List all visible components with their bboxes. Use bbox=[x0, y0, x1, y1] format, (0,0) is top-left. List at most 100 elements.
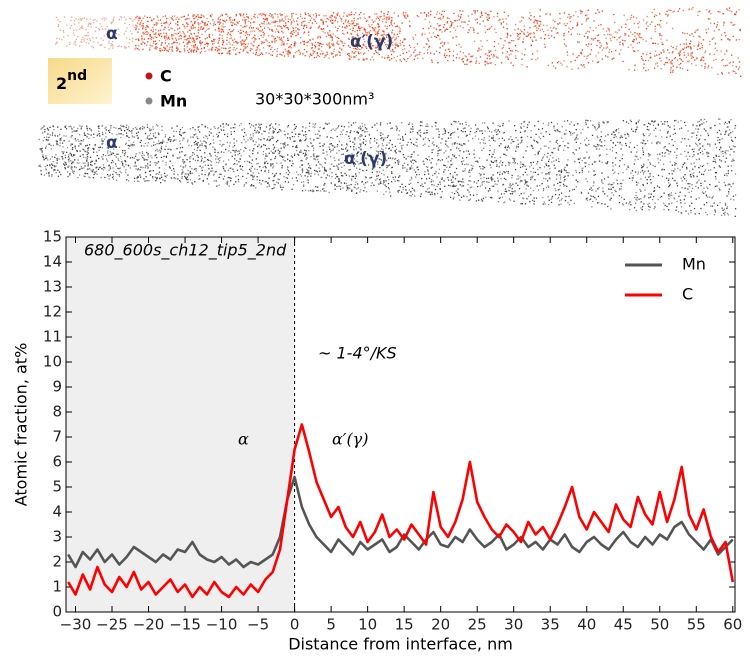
atom-dot bbox=[39, 164, 41, 166]
atom-dot bbox=[268, 22, 270, 24]
atom-dot bbox=[441, 41, 443, 43]
atom-dot bbox=[581, 159, 583, 162]
atom-dot bbox=[230, 16, 232, 19]
atom-dot bbox=[167, 37, 170, 39]
atom-dot bbox=[216, 185, 218, 187]
atom-dot bbox=[691, 202, 693, 204]
atom-dot bbox=[727, 38, 729, 40]
atom-dot bbox=[354, 183, 356, 186]
atom-dot bbox=[112, 178, 115, 180]
atom-dot bbox=[478, 62, 480, 64]
atom-dot bbox=[58, 158, 60, 160]
atom-dot bbox=[233, 130, 235, 133]
atom-dot bbox=[168, 48, 170, 50]
atom-dot bbox=[297, 28, 299, 30]
atom-dot bbox=[284, 16, 286, 18]
atom-dot bbox=[188, 51, 190, 54]
atom-dot bbox=[193, 168, 196, 170]
atom-dot bbox=[336, 152, 338, 154]
atom-dot bbox=[524, 165, 526, 167]
atom-dot bbox=[525, 35, 527, 37]
atom-dot bbox=[302, 181, 305, 183]
atom-dot bbox=[137, 176, 140, 178]
atom-dot bbox=[325, 35, 328, 38]
atom-dot bbox=[426, 123, 428, 125]
atom-dot bbox=[359, 191, 361, 193]
atom-dot bbox=[540, 37, 542, 39]
atom-dot bbox=[192, 152, 194, 154]
atom-dot bbox=[269, 125, 271, 127]
atom-dot bbox=[129, 30, 132, 32]
atom-dot bbox=[430, 52, 432, 54]
atom-dot bbox=[323, 127, 325, 129]
atom-dot bbox=[90, 23, 92, 25]
atom-dot bbox=[172, 140, 174, 142]
atom-dot bbox=[569, 17, 571, 19]
atom-dot bbox=[357, 137, 360, 139]
atom-dot bbox=[256, 27, 258, 29]
atom-dot bbox=[689, 46, 692, 48]
atom-dot bbox=[723, 65, 725, 67]
atom-dot bbox=[715, 26, 718, 28]
atom-dot bbox=[487, 127, 489, 130]
atom-dot bbox=[428, 15, 430, 17]
atom-dot bbox=[653, 190, 655, 192]
atom-dot bbox=[522, 166, 524, 168]
atom-dot bbox=[253, 176, 255, 178]
atom-dot bbox=[218, 21, 220, 23]
atom-dot bbox=[513, 200, 515, 202]
atom-dot bbox=[164, 26, 166, 29]
atom-dot bbox=[716, 24, 718, 26]
atom-dot bbox=[108, 164, 110, 166]
atom-dot bbox=[639, 188, 641, 191]
atom-dot bbox=[166, 22, 168, 24]
atom-dot bbox=[159, 177, 161, 180]
atom-dot bbox=[125, 47, 127, 49]
atom-dot bbox=[486, 39, 488, 42]
atom-dot bbox=[707, 18, 710, 20]
atom-dot bbox=[312, 14, 315, 16]
atom-dot bbox=[221, 47, 223, 49]
atom-dot bbox=[656, 14, 658, 17]
atom-dot bbox=[364, 17, 366, 19]
atom-dot bbox=[303, 40, 305, 42]
atom-dot bbox=[97, 27, 100, 30]
atom-dot bbox=[155, 29, 157, 31]
atom-dot bbox=[239, 158, 241, 160]
atom-dot bbox=[690, 176, 692, 178]
atom-dot bbox=[601, 49, 604, 51]
atom-dot bbox=[251, 184, 253, 186]
atom-dot bbox=[182, 16, 184, 18]
atom-dot bbox=[648, 197, 650, 199]
atom-dot bbox=[71, 166, 73, 168]
atom-dot bbox=[163, 35, 166, 38]
atom-dot bbox=[388, 188, 391, 190]
atom-dot bbox=[353, 25, 355, 27]
atom-dot bbox=[732, 140, 734, 142]
atom-dot bbox=[353, 22, 355, 25]
atom-dot bbox=[387, 11, 389, 13]
atom-dot bbox=[490, 131, 493, 133]
atom-dot bbox=[726, 212, 729, 215]
atom-dot bbox=[469, 171, 471, 174]
atom-dot bbox=[147, 142, 149, 144]
atom-dot bbox=[408, 44, 411, 47]
atom-dot bbox=[375, 179, 377, 181]
atom-dot bbox=[504, 40, 506, 42]
atom-dot bbox=[411, 167, 413, 169]
atom-dot bbox=[101, 18, 103, 20]
atom-dot bbox=[324, 32, 326, 34]
atom-dot bbox=[123, 33, 125, 35]
atom-dot bbox=[557, 189, 559, 191]
atom-dot bbox=[293, 136, 296, 138]
atom-dot bbox=[349, 14, 351, 16]
atom-dot bbox=[486, 126, 489, 128]
atom-dot bbox=[188, 37, 190, 39]
atom-dot bbox=[578, 55, 580, 57]
atom-dot bbox=[138, 17, 140, 19]
atom-dot bbox=[519, 36, 521, 39]
atom-dot bbox=[455, 36, 457, 38]
atom-dot bbox=[660, 52, 662, 54]
atom-dot bbox=[288, 51, 290, 53]
atom-dot bbox=[329, 151, 332, 153]
